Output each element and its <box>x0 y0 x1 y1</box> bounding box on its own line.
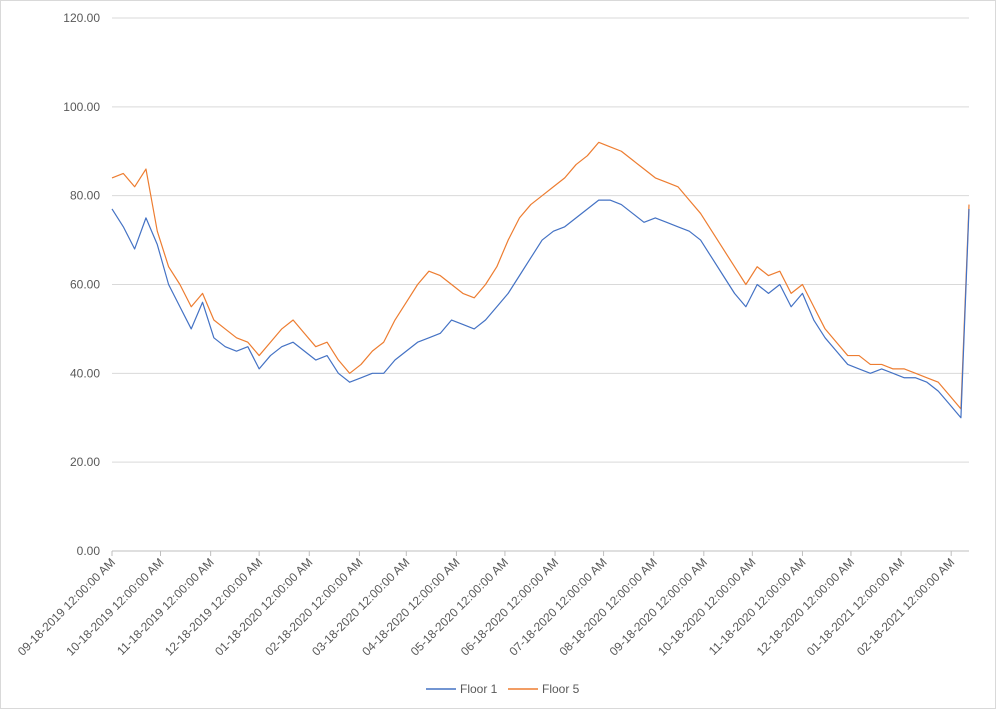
x-tick-label: 03-18-2020 12:00:00 AM <box>309 555 412 658</box>
gridlines <box>112 17 969 463</box>
x-tick-label: 01-18-2020 12:00:00 AM <box>212 555 315 658</box>
y-tick-label: 0.00 <box>77 544 101 558</box>
legend-label: Floor 5 <box>542 682 580 696</box>
x-tick-label: 12-18-2020 12:00:00 AM <box>754 555 857 658</box>
x-tick-label: 07-18-2020 12:00:00 AM <box>506 555 609 658</box>
legend: Floor 1 Floor 5 <box>426 682 580 696</box>
x-tick-label: 08-18-2020 12:00:00 AM <box>556 555 659 658</box>
series-line-floor-1 <box>111 199 970 419</box>
series-line-floor-5 <box>111 141 970 410</box>
x-tick-label: 11-18-2020 12:00:00 AM <box>706 555 809 658</box>
x-tick-label: 01-18-2021 12:00:00 AM <box>804 555 907 658</box>
y-tick-label: 40.00 <box>70 366 100 380</box>
x-tick-label: 06-18-2020 12:00:00 AM <box>458 555 561 658</box>
x-tick-label: 10-18-2020 12:00:00 AM <box>655 555 758 658</box>
y-tick-label: 80.00 <box>70 189 100 203</box>
x-tick-label: 04-18-2020 12:00:00 AM <box>359 555 462 658</box>
y-tick-label: 60.00 <box>70 278 100 292</box>
x-tick-label: 05-18-2020 12:00:00 AM <box>408 555 511 658</box>
x-tick-label: 09-18-2020 12:00:00 AM <box>607 555 710 658</box>
y-axis: 0.00 20.00 40.00 60.00 80.00 100.00 120.00 <box>63 11 100 558</box>
x-tick-label: 11-18-2019 12:00:00 AM <box>114 555 217 658</box>
x-tick-label: 02-18-2021 12:00:00 AM <box>854 555 957 658</box>
x-tick-label: 12-18-2019 12:00:00 AM <box>162 555 265 658</box>
x-tick-label: 10-18-2019 12:00:00 AM <box>63 555 166 658</box>
x-tick-label: 09-18-2019 12:00:00 AM <box>15 555 118 658</box>
legend-label: Floor 1 <box>460 682 498 696</box>
y-tick-label: 20.00 <box>70 455 100 469</box>
series-lines <box>111 141 970 419</box>
y-tick-label: 100.00 <box>63 100 100 114</box>
y-tick-label: 120.00 <box>63 11 100 25</box>
